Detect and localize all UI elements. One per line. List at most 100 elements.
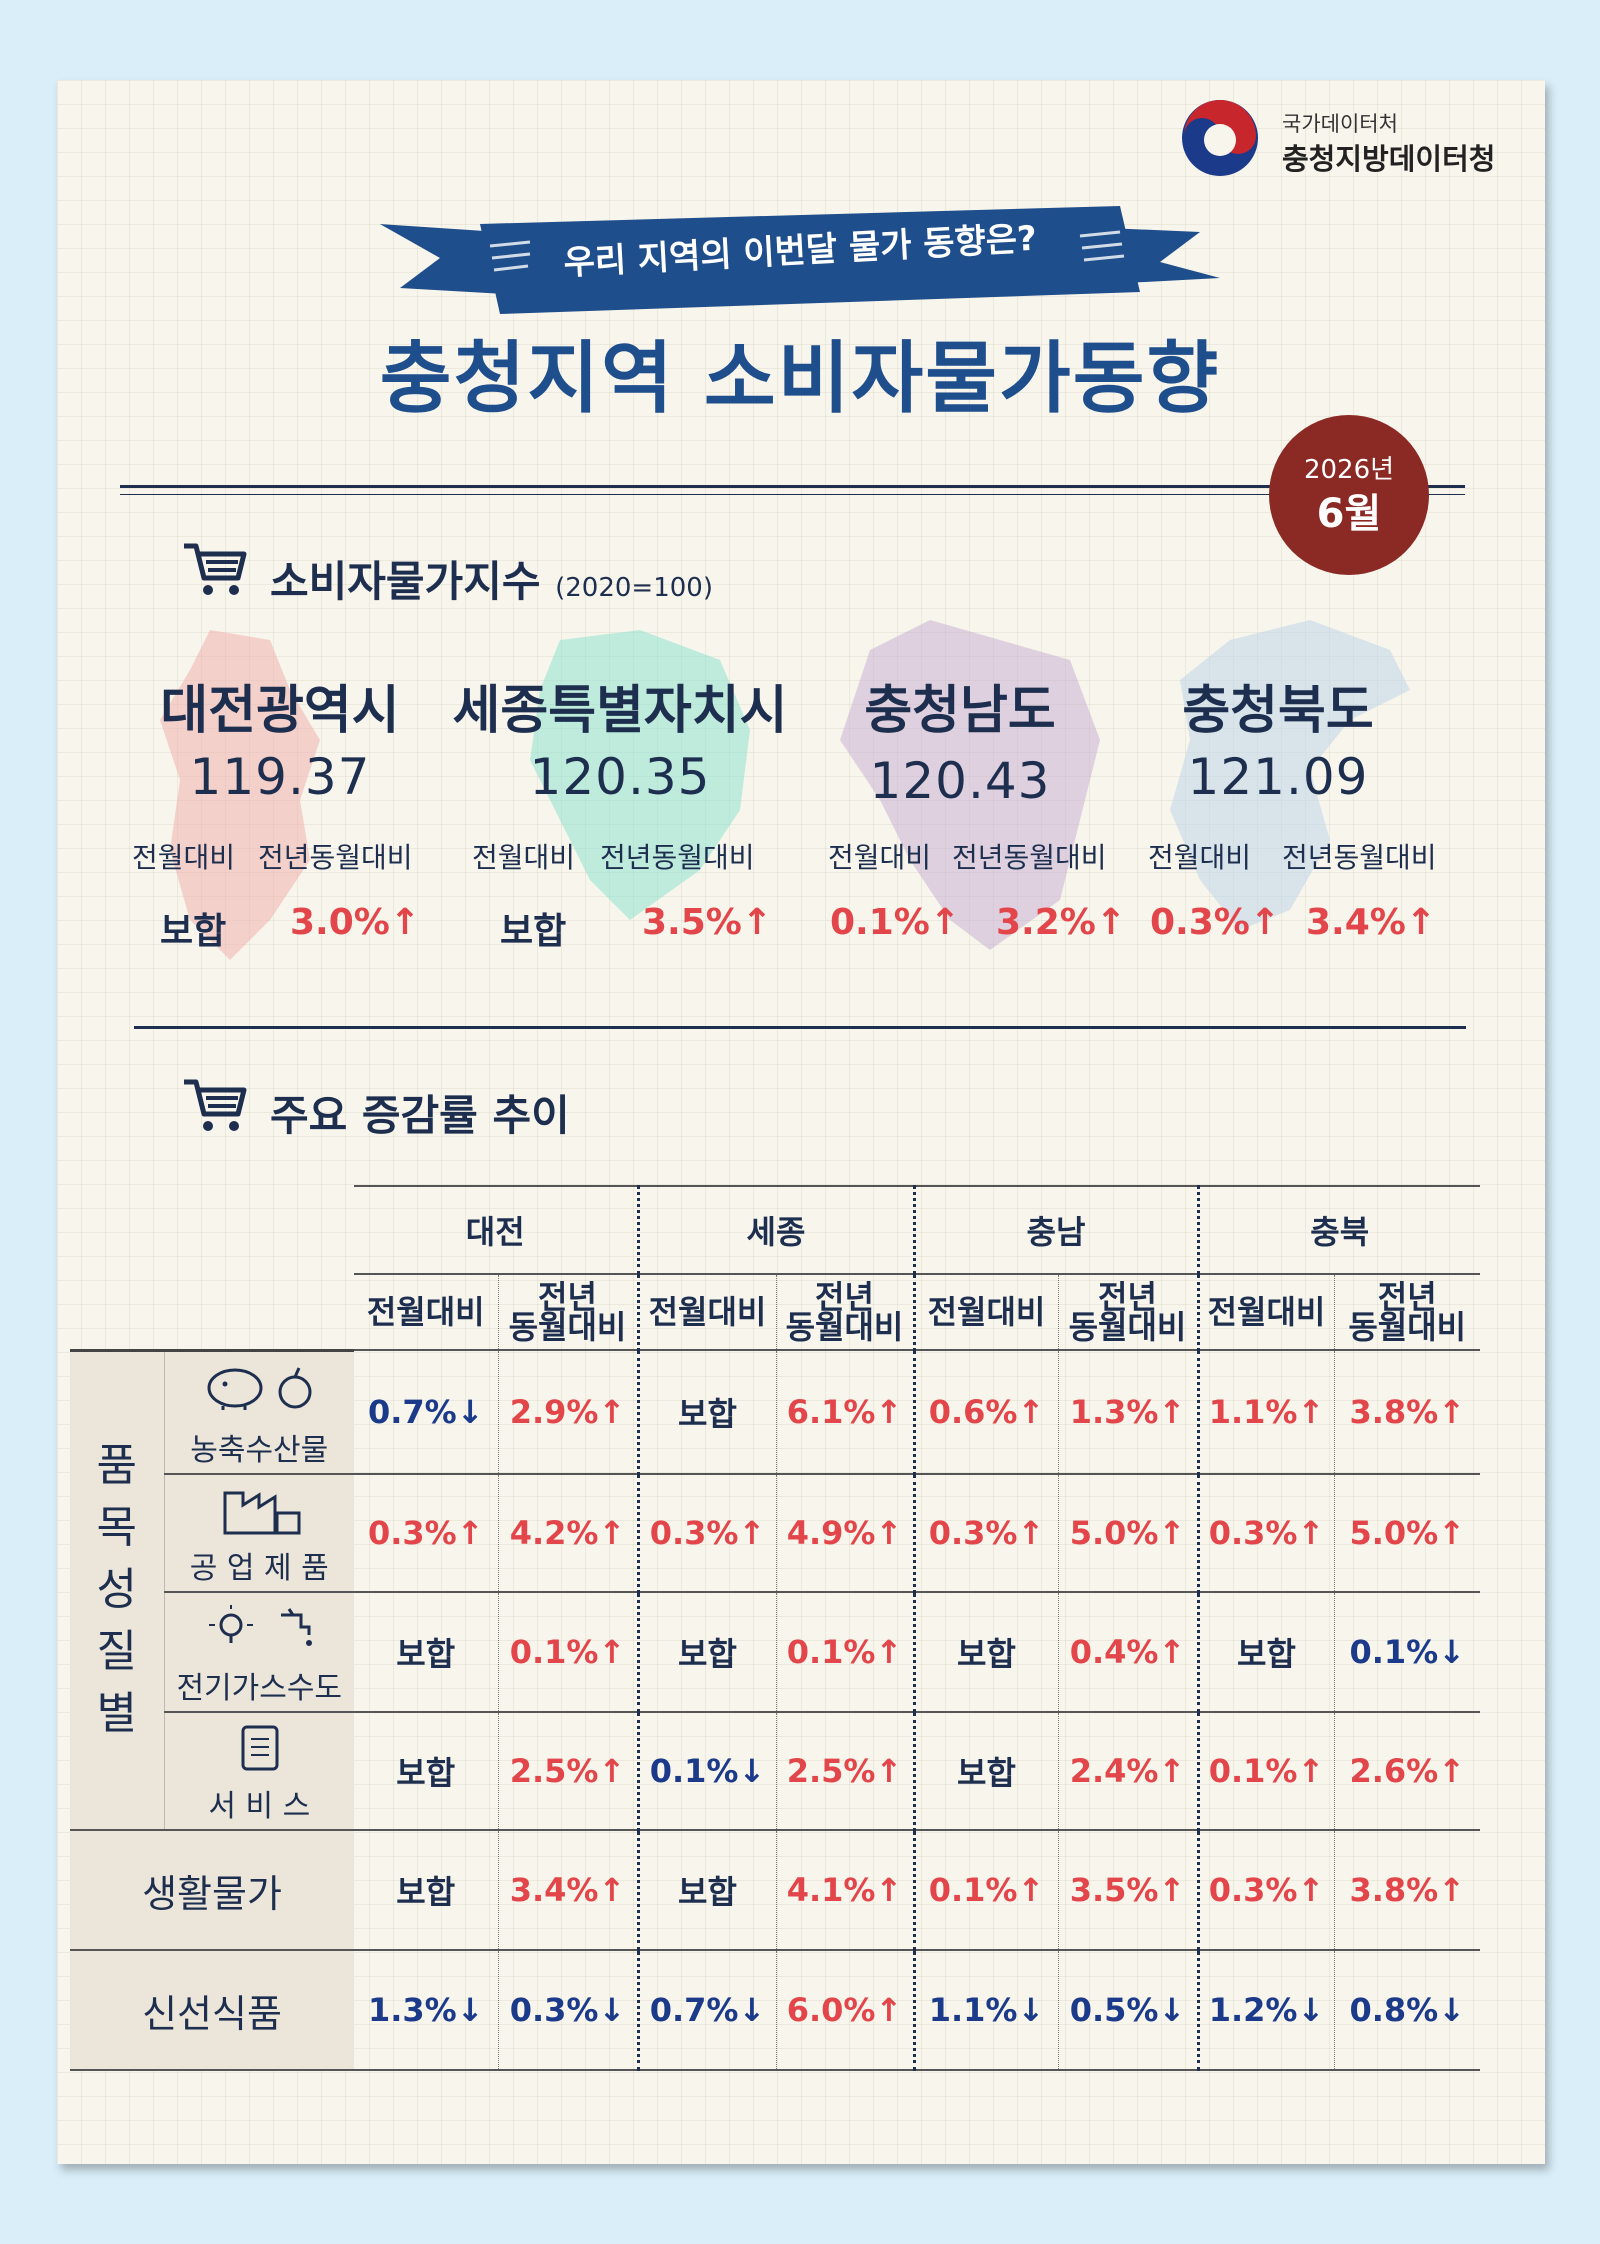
sub-mom: 전월대비 — [638, 1274, 777, 1351]
cell: 0.3%↑ — [1198, 1830, 1335, 1951]
title-divider-thin — [120, 494, 1465, 495]
col-region-daejeon: 대전 — [354, 1185, 640, 1275]
region-name: 대전광역시 — [160, 681, 400, 741]
region-index: 121.09 — [1187, 748, 1369, 806]
factory-icon — [223, 1491, 300, 1535]
region-name: 충청남도 — [864, 681, 1056, 741]
mom-value: 보합 — [500, 911, 567, 952]
cell: 0.3%↓ — [498, 1950, 640, 2071]
yoy-label: 전년동월대비 — [600, 841, 755, 874]
sub-yoy-line1: 전년 — [1377, 1278, 1437, 1316]
piggy-apple-icon — [207, 1366, 311, 1410]
shopping-cart-icon — [184, 543, 247, 595]
cell: 0.1%↑ — [914, 1830, 1059, 1951]
sub-mom: 전월대비 — [354, 1274, 499, 1351]
cell: 보합 — [354, 1712, 499, 1831]
item-services: 서 비 스 — [163, 1712, 354, 1831]
cell: 보합 — [1198, 1592, 1335, 1713]
mom-label: 전월대비 — [472, 841, 576, 874]
cpi-base-year: (2020=100) — [555, 573, 713, 603]
sub-mom: 전월대비 — [1198, 1274, 1335, 1351]
cell: 4.2%↑ — [498, 1474, 640, 1593]
chungnam-map-shape — [840, 620, 1100, 950]
group-char: 별 — [96, 1688, 137, 1740]
cell: 2.9%↑ — [498, 1350, 640, 1475]
group-char: 목 — [96, 1502, 137, 1554]
cell: 0.8%↓ — [1334, 1950, 1480, 2071]
mom-value: 0.3%↑ — [1150, 902, 1281, 943]
sub-yoy-line2: 동월대비 — [1348, 1308, 1467, 1346]
cell: 1.1%↑ — [1198, 1350, 1335, 1475]
item-label: 공 업 제 품 — [189, 1551, 329, 1586]
cpi-title-text: 소비자물가지수 — [270, 557, 541, 606]
sub-yoy: 전년 동월대비 — [1334, 1274, 1480, 1351]
cell: 6.0%↑ — [776, 1950, 916, 2071]
region-name: 세종특별자치시 — [452, 681, 788, 741]
daejeon-map-shape — [160, 630, 320, 960]
yoy-value: 3.4%↑ — [1306, 902, 1437, 943]
cell: 0.3%↑ — [354, 1474, 499, 1593]
cell: 보합 — [638, 1350, 777, 1475]
cell: 0.3%↑ — [914, 1474, 1059, 1593]
table-row-fresh-food: 신선식품 1.3%↓ 0.3%↓ 0.7%↓ 6.0%↑ 1.1%↓ 0.5%↓… — [70, 1950, 1480, 2071]
cell: 0.4%↑ — [1058, 1592, 1200, 1713]
cell: 1.1%↓ — [914, 1950, 1059, 2071]
cell: 1.2%↓ — [1198, 1950, 1335, 2071]
mom-label: 전월대비 — [1148, 841, 1252, 874]
agency-parent-label: 국가데이터처 — [1282, 112, 1398, 136]
cell: 2.5%↑ — [498, 1712, 640, 1831]
sub-header-row: 전월대비 전년 동월대비 전월대비 전년 동월대비 전월대비 전년 동월대비 전월대비… — [70, 1274, 1480, 1352]
yoy-label: 전년동월대비 — [952, 841, 1107, 874]
cell: 0.1%↑ — [1198, 1712, 1335, 1831]
cell: 5.0%↑ — [1058, 1474, 1200, 1593]
table-row-agri: 품 목 성 질 별 농축수산물 0.7%↓ 2.9%↑ 보합 6.1%↑ 0.6… — [70, 1350, 1480, 1831]
mom-value: 보합 — [160, 911, 227, 952]
cell: 3.5%↑ — [1058, 1830, 1200, 1951]
cell: 보합 — [354, 1830, 499, 1951]
cell: 3.4%↑ — [498, 1830, 640, 1951]
cell: 6.1%↑ — [776, 1350, 916, 1475]
region-index: 119.37 — [189, 748, 371, 806]
item-agri: 농축수산물 — [163, 1350, 354, 1475]
mom-value: 0.1%↑ — [830, 902, 961, 943]
yoy-label: 전년동월대비 — [258, 841, 413, 874]
cell: 5.0%↑ — [1334, 1474, 1480, 1593]
region-header-row: 대전 세종 충남 충북 — [70, 1185, 1480, 1275]
sub-mom: 전월대비 — [914, 1274, 1059, 1351]
group-char: 품 — [96, 1440, 137, 1492]
shopping-cart-icon — [184, 1079, 247, 1131]
sub-yoy-line2: 동월대비 — [1068, 1308, 1187, 1346]
group-char: 질 — [96, 1626, 137, 1678]
sub-yoy: 전년 동월대비 — [1058, 1274, 1200, 1351]
date-badge: 2026년 6월 — [1269, 415, 1429, 575]
table-row-services: 서 비 스 보합 2.5%↑ 0.1%↓ 2.5%↑ 보합 2.4%↑ 0.1%… — [70, 1712, 1480, 1831]
cell: 4.9%↑ — [776, 1474, 916, 1593]
cell: 0.1%↑ — [776, 1592, 916, 1713]
yoy-value: 3.5%↑ — [642, 902, 773, 943]
chungbuk-map-shape — [1170, 620, 1410, 930]
sub-yoy-line1: 전년 — [815, 1278, 874, 1316]
trend-table: 대전 세종 충남 충북 전월대비 전년 동월대비 전월대비 전년 동월대비 전월대비… — [70, 1185, 1480, 2071]
col-region-chungnam: 충남 — [914, 1185, 1200, 1275]
sub-yoy-line2: 동월대비 — [508, 1308, 627, 1346]
table-row-industrial: 공 업 제 품 0.3%↑ 4.2%↑ 0.3%↑ 4.9%↑ 0.3%↑ 5.… — [70, 1474, 1480, 1593]
cell: 보합 — [638, 1830, 777, 1951]
cell: 1.3%↓ — [354, 1950, 499, 2071]
sub-yoy-line1: 전년 — [538, 1278, 597, 1316]
cell: 0.1%↓ — [638, 1712, 777, 1831]
cell: 4.1%↑ — [776, 1830, 916, 1951]
date-year: 2026년 — [1303, 455, 1395, 485]
region-index: 120.43 — [869, 752, 1051, 810]
item-label: 농축수산물 — [190, 1433, 329, 1468]
cell: 0.7%↓ — [354, 1350, 499, 1475]
yoy-value: 3.2%↑ — [996, 902, 1127, 943]
cpi-section-title: 소비자물가지수 (2020=100) — [270, 548, 713, 609]
yoy-label: 전년동월대비 — [1282, 841, 1437, 874]
receipt-icon — [241, 1725, 278, 1771]
blank-corner — [70, 1186, 354, 1274]
blank-corner-sub — [70, 1274, 354, 1352]
cell: 1.3%↑ — [1058, 1350, 1200, 1475]
section-divider — [134, 1026, 1466, 1029]
cell: 0.6%↑ — [914, 1350, 1059, 1475]
cell: 0.7%↓ — [638, 1950, 777, 2071]
